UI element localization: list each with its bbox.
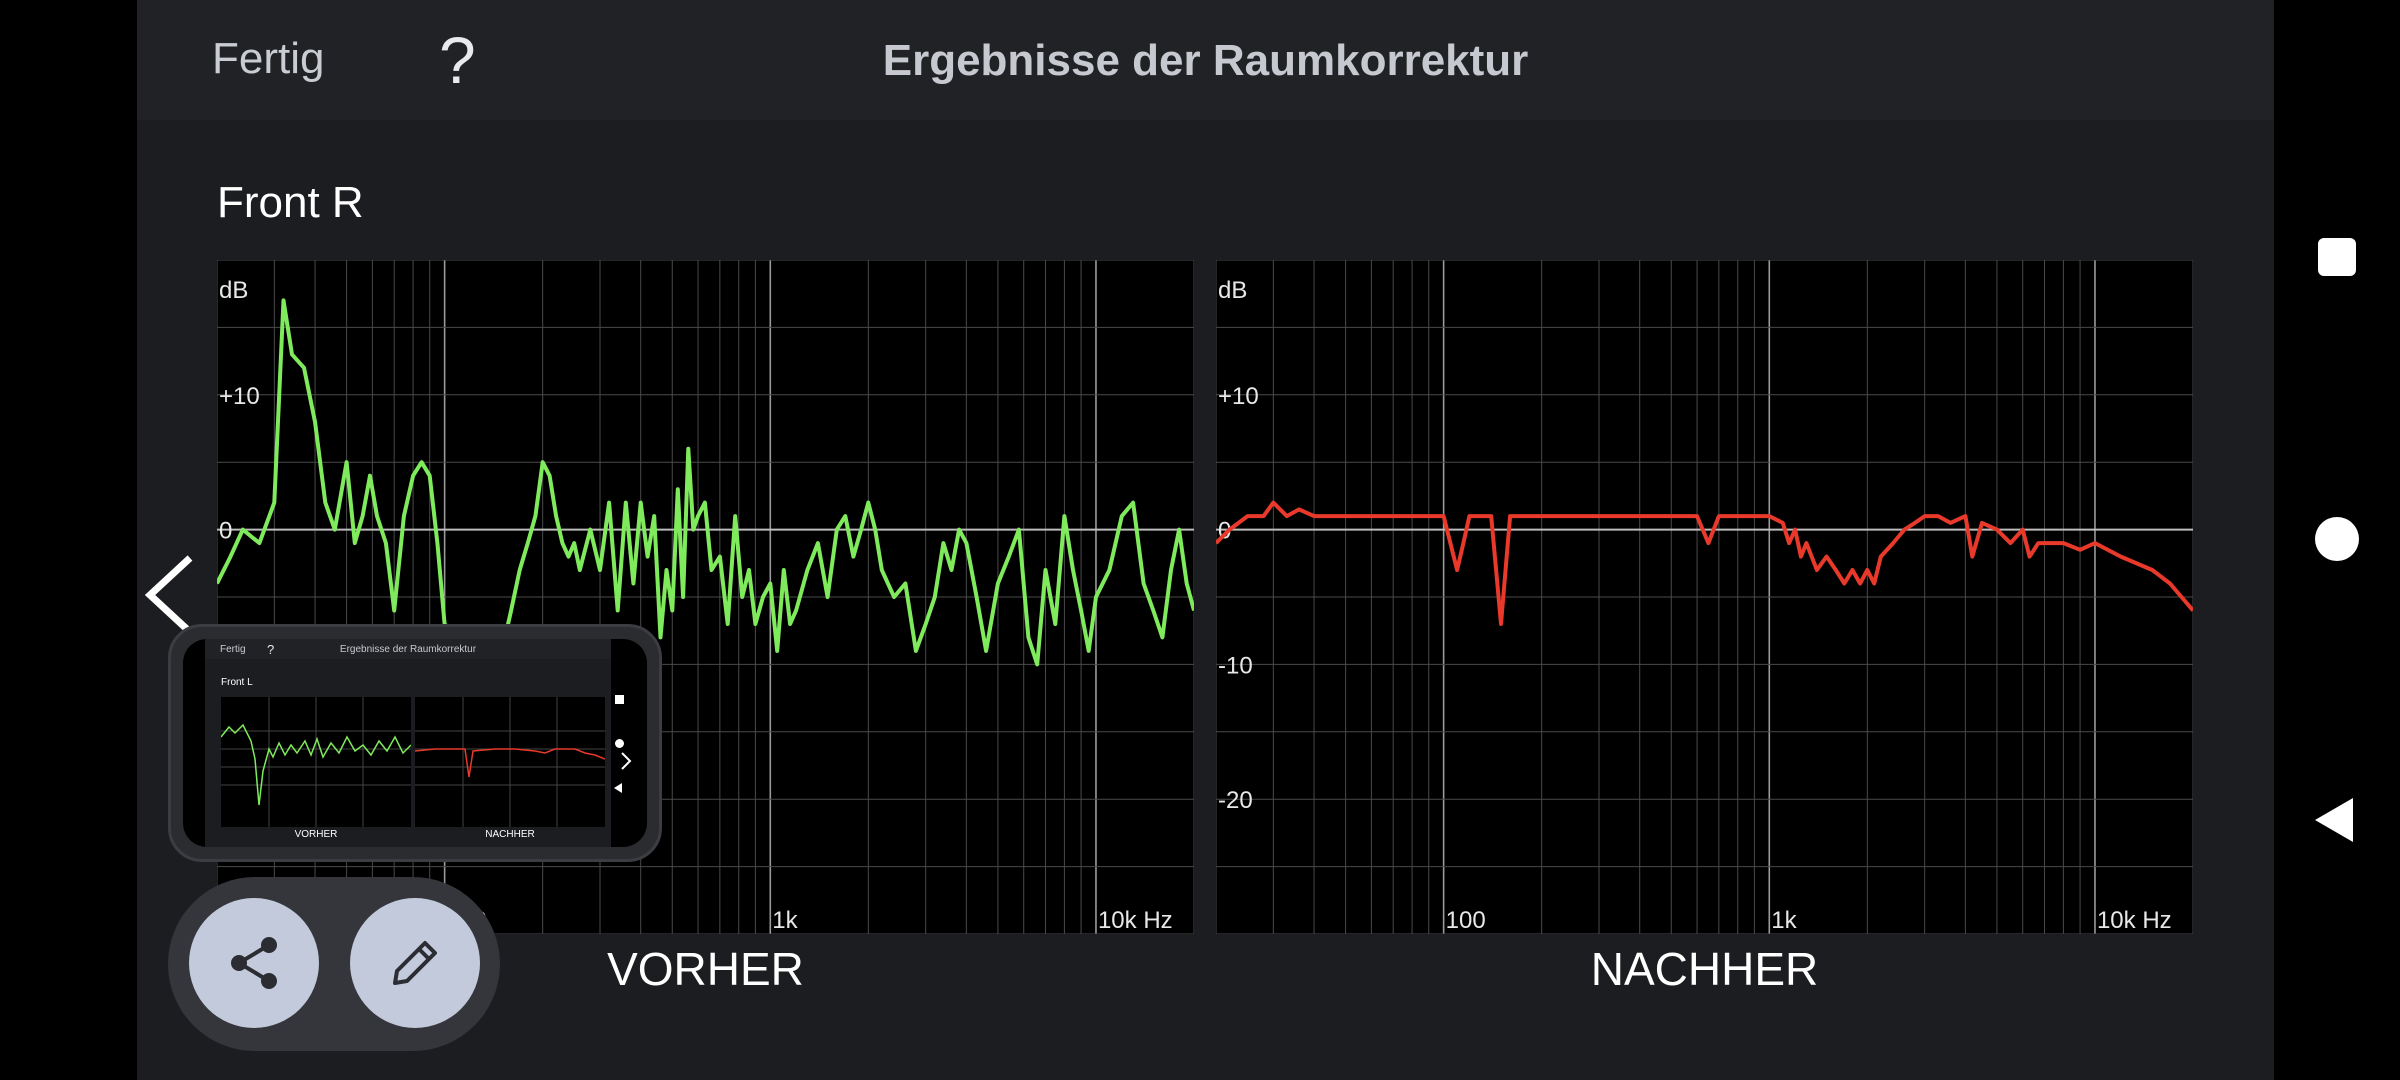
preview-chart-before: [221, 697, 411, 827]
series-line: [1216, 500, 2193, 626]
x-tick-label: 100: [1446, 907, 1486, 934]
y-tick-label: -20: [1218, 787, 1253, 814]
y-tick-label: 0: [219, 518, 232, 545]
edit-button[interactable]: [350, 898, 480, 1028]
y-tick-label: -10: [1218, 652, 1253, 679]
back-icon[interactable]: [2315, 798, 2353, 842]
share-button[interactable]: [189, 898, 319, 1028]
preview-chevron-right-icon: [621, 752, 632, 770]
preview-home-icon: [615, 739, 624, 748]
room-correction-screen: Fertig ? Ergebnisse der Raumkorrektur Fr…: [137, 0, 2274, 1080]
preview-top-bar: Fertig ? Ergebnisse der Raumkorrektur: [205, 639, 611, 659]
y-tick-label: +10: [219, 383, 260, 410]
preview-title: Ergebnisse der Raumkorrektur: [339, 644, 477, 655]
y-axis-label: dB: [1218, 277, 1247, 304]
preview-back-icon: [614, 783, 622, 793]
top-bar: Fertig ? Ergebnisse der Raumkorrektur: [137, 0, 2274, 120]
share-icon: [231, 937, 277, 989]
chevron-left-icon[interactable]: [140, 550, 200, 640]
screenshot-preview[interactable]: Fertig ? Ergebnisse der Raumkorrektur Fr…: [168, 624, 662, 862]
preview-chart-after: [415, 697, 605, 827]
preview-caption-before: VORHER: [294, 829, 338, 840]
x-tick-label: 1k: [772, 907, 798, 934]
grid: [1216, 260, 2193, 934]
done-button[interactable]: Fertig: [212, 34, 325, 83]
screenshot-actions-bar: [168, 877, 500, 1051]
y-axis-label: dB: [219, 277, 248, 304]
page-title: Ergebnisse der Raumkorrektur: [882, 36, 1529, 85]
series-line: [217, 298, 1194, 667]
preview-channel: Front L: [221, 677, 253, 688]
preview-chart-after-svg: [415, 697, 605, 827]
preview-help: ?: [267, 642, 275, 657]
help-button[interactable]: ?: [439, 23, 476, 97]
home-icon[interactable]: [2315, 517, 2359, 561]
x-tick-label: 1k: [1771, 907, 1797, 934]
x-tick-label: 10k Hz: [1098, 907, 1173, 934]
caption-before: VORHER: [607, 943, 804, 995]
preview-recents-icon: [615, 695, 624, 704]
preview-app: Fertig ? Ergebnisse der Raumkorrektur Fr…: [205, 639, 611, 847]
preview-chart-before-svg: [221, 697, 411, 827]
caption-after: NACHHER: [1590, 943, 1819, 995]
recents-icon[interactable]: [2318, 238, 2356, 276]
y-tick-label: +10: [1218, 383, 1259, 410]
preview-done: Fertig: [220, 644, 246, 655]
screenshot-preview-screen: Fertig ? Ergebnisse der Raumkorrektur Fr…: [183, 639, 647, 847]
x-tick-label: 10k Hz: [2097, 907, 2172, 934]
chart-after: dB +10 0 -10 -20 100 1k 10k Hz: [1216, 260, 2193, 934]
pencil-icon: [393, 941, 437, 985]
preview-caption-after: NACHHER: [485, 829, 535, 840]
channel-label: Front R: [217, 178, 364, 227]
